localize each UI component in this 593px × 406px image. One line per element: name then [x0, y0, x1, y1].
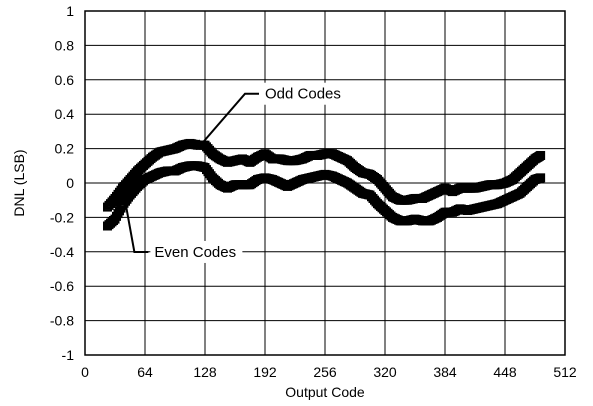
- x-tick-label: 512: [553, 364, 577, 380]
- y-tick-label: 1: [66, 3, 74, 19]
- x-axis-label: Output Code: [285, 384, 365, 400]
- x-tick-label: 448: [493, 364, 517, 380]
- y-tick-label: -0.4: [50, 244, 74, 260]
- y-tick-label: -0.8: [50, 313, 74, 329]
- plot-frame: [84, 10, 566, 356]
- annotation-label: Even Codes: [154, 244, 236, 261]
- data-point: [536, 150, 546, 160]
- y-tick-label: 0.6: [55, 72, 75, 88]
- y-tick-label: 0: [66, 175, 74, 191]
- annotation-background: [150, 240, 243, 263]
- x-tick-label: 320: [373, 364, 397, 380]
- x-tick-label: 384: [433, 364, 457, 380]
- data-point: [536, 173, 546, 183]
- x-tick-label: 128: [193, 364, 217, 380]
- annotation-arrow: [120, 194, 149, 253]
- data-series: [103, 138, 546, 231]
- y-tick-label: -0.2: [50, 209, 74, 225]
- y-tick-label: -0.6: [50, 278, 74, 294]
- annotation-label: Odd Codes: [265, 86, 341, 103]
- y-tick-label: 0.8: [55, 37, 75, 53]
- series-even-codes: [103, 161, 546, 231]
- x-tick-label: 64: [137, 364, 153, 380]
- annotations: Odd Codes Even Codes: [120, 82, 345, 263]
- series-odd-codes: [103, 138, 546, 212]
- y-tick-label: -1: [62, 347, 75, 363]
- annotation-background: [261, 82, 345, 105]
- y-tick-label: 0.4: [55, 106, 75, 122]
- y-tick-labels: -1 -0.8 -0.6 -0.4 -0.2 0 0.2 0.4 0.6 0.8 1: [50, 3, 74, 363]
- x-tick-label: 192: [253, 364, 277, 380]
- x-tick-label: 0: [81, 364, 89, 380]
- y-tick-label: 0.2: [55, 141, 75, 157]
- x-tick-label: 256: [313, 364, 337, 380]
- y-axis-label: DNL (LSB): [11, 149, 27, 216]
- x-tick-labels: 0 64 128 192 256 320 384 448 512: [81, 364, 577, 380]
- annotation-arrow: [196, 92, 259, 151]
